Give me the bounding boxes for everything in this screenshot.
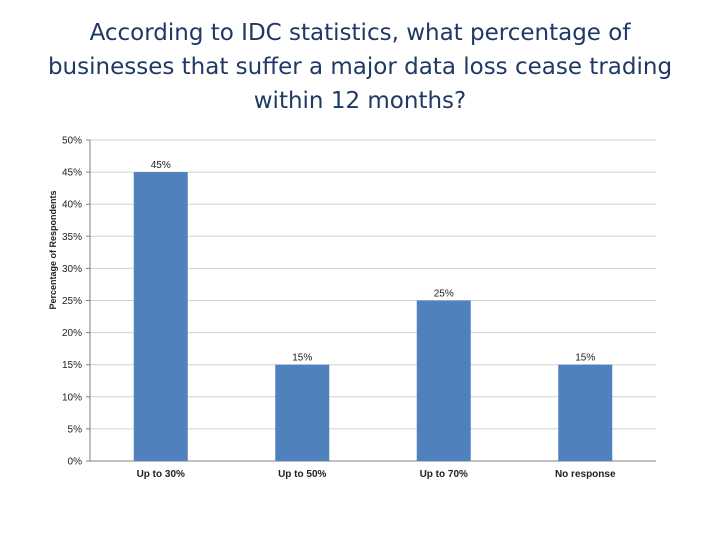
y-tick-label: 0% <box>68 457 83 468</box>
data-label: 15% <box>575 353 595 364</box>
category-label: Up to 30% <box>137 469 185 480</box>
y-tick-labels: 0% 5% 10% 15% 20% 25% 30% 35% 40% 45% 50% <box>62 136 82 468</box>
category-label: Up to 70% <box>420 469 468 480</box>
category-labels: Up to 30% Up to 50% Up to 70% No response <box>137 469 616 480</box>
category-label: Up to 50% <box>278 469 326 480</box>
bar <box>275 364 330 461</box>
bar <box>133 172 188 461</box>
y-tick-label: 10% <box>62 392 82 403</box>
data-label: 15% <box>292 353 312 364</box>
data-label: 45% <box>151 160 171 171</box>
y-tick-label: 45% <box>62 168 82 179</box>
y-tick-label: 40% <box>62 200 82 211</box>
y-tick-label: 30% <box>62 264 82 275</box>
y-tick-label: 5% <box>68 424 83 435</box>
data-label: 25% <box>434 289 454 300</box>
category-label: No response <box>555 469 616 480</box>
y-tick-label: 50% <box>62 136 82 147</box>
bar <box>558 364 613 461</box>
y-tick-label: 20% <box>62 328 82 339</box>
bars <box>133 172 613 461</box>
bar <box>416 300 471 461</box>
y-tick-label: 15% <box>62 360 82 371</box>
data-labels: 45% 15% 25% 15% <box>151 160 596 364</box>
slide-title: According to IDC statistics, what percen… <box>47 20 673 114</box>
y-tick-label: 35% <box>62 232 82 243</box>
y-tick-label: 25% <box>62 296 82 307</box>
y-axis-title: Percentage of Respondents <box>48 190 58 309</box>
